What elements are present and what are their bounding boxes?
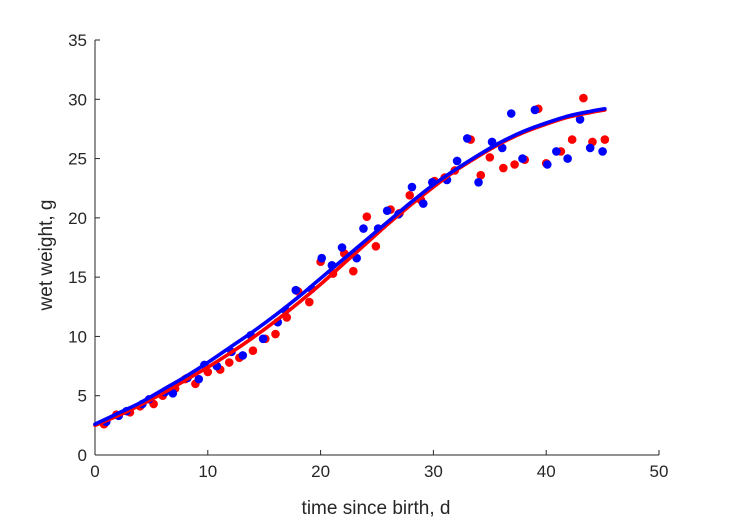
y-tick-label: 20 bbox=[68, 209, 87, 228]
x-tick-label: 10 bbox=[198, 462, 217, 481]
y-tick-label: 5 bbox=[78, 387, 87, 406]
data-point bbox=[194, 374, 204, 384]
data-point bbox=[271, 329, 280, 339]
x-tick-label: 0 bbox=[90, 462, 99, 481]
data-point bbox=[317, 253, 327, 263]
data-point bbox=[305, 297, 314, 307]
data-point bbox=[506, 109, 516, 118]
data-point bbox=[600, 135, 610, 144]
data-point bbox=[418, 199, 428, 208]
data-point bbox=[476, 170, 486, 180]
y-axis-label: wet weight, g bbox=[36, 200, 57, 312]
data-point bbox=[518, 154, 527, 163]
x-tick-label: 50 bbox=[650, 462, 669, 481]
data-point bbox=[407, 182, 417, 192]
series-layer bbox=[93, 93, 610, 429]
data-point bbox=[337, 243, 347, 252]
data-point bbox=[371, 242, 381, 251]
data-point bbox=[567, 135, 577, 144]
y-tick-label: 10 bbox=[68, 327, 87, 346]
data-point bbox=[168, 389, 178, 398]
data-point bbox=[349, 266, 358, 276]
data-point bbox=[485, 153, 495, 162]
data-point bbox=[382, 206, 392, 216]
y-tick-label: 30 bbox=[68, 90, 87, 109]
data-point bbox=[598, 147, 607, 156]
data-point bbox=[224, 358, 234, 367]
fit-curve-blue bbox=[93, 106, 607, 426]
data-point bbox=[510, 160, 519, 169]
data-point bbox=[452, 156, 462, 166]
fit-curve-red bbox=[93, 108, 607, 428]
data-point bbox=[258, 334, 268, 344]
data-point bbox=[405, 191, 415, 200]
y-tick-label: 35 bbox=[68, 31, 87, 50]
data-point bbox=[552, 147, 561, 156]
data-point bbox=[585, 143, 595, 153]
data-point bbox=[575, 115, 585, 124]
data-point bbox=[474, 177, 483, 187]
y-tick-label: 15 bbox=[68, 268, 87, 287]
x-tick-label: 20 bbox=[311, 462, 330, 481]
data-point bbox=[579, 93, 588, 103]
x-axis-label: time since birth, d bbox=[302, 498, 451, 519]
data-point bbox=[238, 351, 248, 360]
data-point bbox=[497, 143, 507, 153]
data-point bbox=[499, 163, 508, 173]
data-point bbox=[248, 346, 258, 355]
y-tick-label: 0 bbox=[78, 446, 87, 465]
labels-layer: time since birth, d wet weight, g bbox=[36, 200, 450, 519]
x-tick-label: 40 bbox=[537, 462, 556, 481]
scatter-series-blue bbox=[101, 105, 607, 427]
data-point bbox=[563, 154, 572, 163]
data-point bbox=[291, 285, 301, 295]
y-tick-label: 25 bbox=[68, 150, 87, 169]
x-tick-label: 30 bbox=[424, 462, 443, 481]
data-point bbox=[462, 134, 472, 143]
data-point bbox=[359, 224, 368, 233]
data-point bbox=[530, 105, 540, 115]
data-point bbox=[543, 160, 552, 169]
data-point bbox=[362, 212, 372, 221]
axes-layer: 0 10 20 30 40 50 0 5 10 15 20 25 30 35 bbox=[68, 31, 668, 481]
